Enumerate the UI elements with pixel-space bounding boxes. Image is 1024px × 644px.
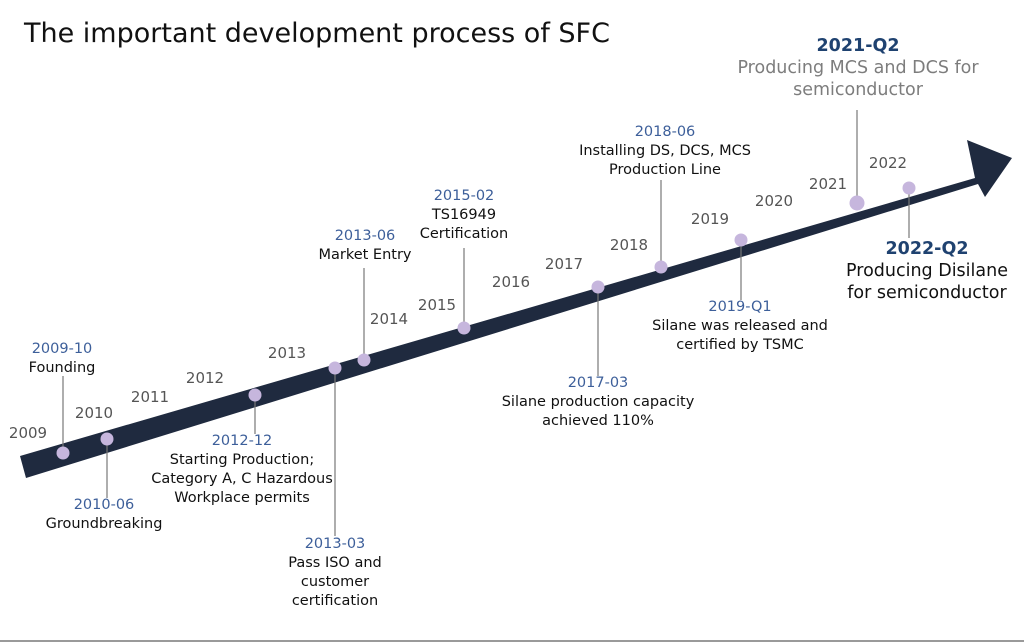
event-desc-line: for semiconductor <box>847 283 1007 303</box>
event-date: 2013-06 <box>334 228 396 244</box>
bottom-divider <box>0 640 1024 642</box>
event-dot-2015-02 <box>457 321 471 335</box>
event-date: 2010-06 <box>73 497 135 513</box>
event-desc-line: Market Entry <box>318 247 412 263</box>
year-label-2009: 2009 <box>8 424 48 442</box>
event-date: 2022-Q2 <box>885 239 969 259</box>
event-desc-line: Silane production capacity <box>501 394 695 410</box>
event-desc-line: TS16949 <box>431 207 497 223</box>
event-dot-2009-10 <box>56 446 70 460</box>
year-label-2011: 2011 <box>130 388 170 406</box>
event-2022-Q2: 2022-Q2 Producing Disilane for semicondu… <box>846 238 1008 304</box>
event-2010-06: 2010-06 Groundbreaking <box>46 496 163 534</box>
event-desc-line: Installing DS, DCS, MCS <box>579 143 751 159</box>
event-2013-03: 2013-03 Pass ISO and customer certificat… <box>288 535 381 611</box>
year-label-2015: 2015 <box>417 296 457 314</box>
event-desc-line: semiconductor <box>793 80 923 100</box>
event-dot-2017-03 <box>591 280 605 294</box>
year-label-2017: 2017 <box>544 255 584 273</box>
event-date: 2018-06 <box>634 124 696 140</box>
event-desc-line: Producing MCS and DCS for <box>737 58 979 78</box>
timeline-arrow <box>20 140 1012 478</box>
event-2021-Q2: 2021-Q2 Producing MCS and DCS for semico… <box>737 35 978 101</box>
event-dot-2021-Q2 <box>849 195 865 211</box>
event-desc-line: Starting Production; <box>169 452 315 468</box>
event-desc-line: Groundbreaking <box>45 516 163 532</box>
event-desc-line: Category A, C Hazardous <box>151 471 333 487</box>
event-date: 2017-03 <box>567 375 629 391</box>
event-desc-line: Founding <box>28 360 96 376</box>
event-2015-02: 2015-02 TS16949 Certification <box>420 187 509 244</box>
event-desc-line: Silane was released and <box>652 318 828 334</box>
event-dot-2019-Q1 <box>734 233 748 247</box>
event-dot-2012-12 <box>248 388 262 402</box>
event-desc-line: certification <box>291 593 379 609</box>
event-dot-2010-06 <box>100 432 114 446</box>
year-label-2018: 2018 <box>609 236 649 254</box>
page-title: The important development process of SFC <box>24 18 610 49</box>
event-2013-06: 2013-06 Market Entry <box>318 227 411 265</box>
event-desc-line: Certification <box>419 226 509 242</box>
event-2017-03: 2017-03 Silane production capacity achie… <box>502 374 695 431</box>
year-label-2010: 2010 <box>74 404 114 422</box>
event-dot-2018-06 <box>654 260 668 274</box>
event-date: 2012-12 <box>211 433 273 449</box>
year-label-2012: 2012 <box>185 369 225 387</box>
event-desc-line: Production Line <box>609 162 721 178</box>
event-desc-line: certified by TSMC <box>676 337 804 353</box>
event-2019-Q1: 2019-Q1 Silane was released and certifie… <box>652 298 828 355</box>
year-label-2019: 2019 <box>690 210 730 228</box>
event-desc-line: Producing Disilane <box>846 261 1008 281</box>
event-date: 2019-Q1 <box>708 299 772 315</box>
event-2012-12: 2012-12 Starting Production; Category A,… <box>151 432 333 508</box>
event-date: 2021-Q2 <box>816 36 900 56</box>
year-label-2020: 2020 <box>754 192 794 210</box>
event-desc-line: Workplace permits <box>174 490 310 506</box>
event-dot-2013-03 <box>328 361 342 375</box>
event-2018-06: 2018-06 Installing DS, DCS, MCS Producti… <box>579 123 751 180</box>
event-dot-2022-Q2 <box>902 181 916 195</box>
year-label-2022: 2022 <box>868 154 908 172</box>
event-desc-line: customer <box>300 574 370 590</box>
event-date: 2015-02 <box>433 188 495 204</box>
year-label-2014: 2014 <box>369 310 409 328</box>
event-date: 2013-03 <box>304 536 366 552</box>
event-desc-line: Pass ISO and <box>288 555 382 571</box>
year-label-2021: 2021 <box>808 175 848 193</box>
event-date: 2009-10 <box>31 341 93 357</box>
event-dot-2013-06 <box>357 353 371 367</box>
year-label-2016: 2016 <box>491 273 531 291</box>
year-label-2013: 2013 <box>267 344 307 362</box>
event-2009-10: 2009-10 Founding <box>29 340 96 378</box>
event-desc-line: achieved 110% <box>542 413 654 429</box>
